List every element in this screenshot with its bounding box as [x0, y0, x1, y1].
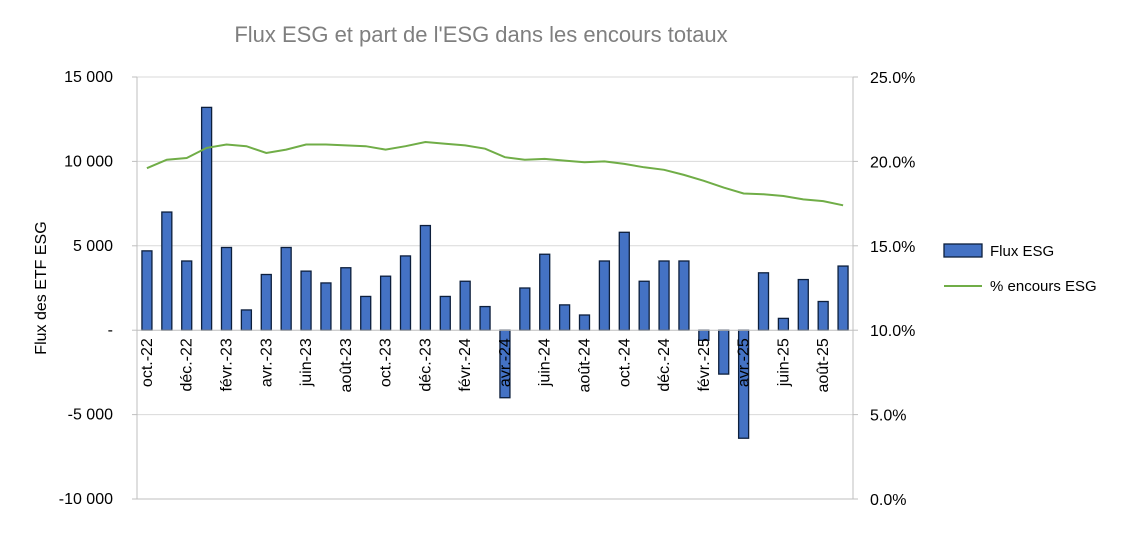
bar-flux-esg [578, 314, 591, 331]
bar-flux-esg [399, 255, 412, 331]
y2-axis-ticks: 25.0% 20.0% 15.0% 10.0% 5.0% 0.0% [870, 70, 915, 509]
x-tick-label: oct.-23 [378, 338, 395, 387]
x-tick-label: avr.-24 [497, 338, 514, 387]
bar-flux-esg [141, 250, 153, 331]
bar-flux-esg [797, 278, 809, 331]
bar-flux-esg [777, 317, 790, 331]
x-tick-label: oct.-24 [616, 338, 633, 387]
bar-flux-esg [340, 267, 352, 331]
x-tick-label: août-23 [338, 338, 355, 392]
x-tick-label: avr.-25 [736, 338, 753, 387]
y-tick-label: 15 000 [64, 69, 113, 86]
bar-flux-esg [558, 304, 571, 331]
bar-flux-esg [419, 224, 432, 331]
legend-label-encours-esg: % encours ESG [990, 278, 1097, 295]
bar-flux-esg [360, 295, 372, 331]
y-tick-label: - [108, 322, 113, 339]
x-tick-label: févr.-24 [457, 338, 474, 391]
y2-tick-label: 25.0% [870, 70, 915, 87]
bar-flux-esg [300, 270, 312, 331]
bar-flux-esg [240, 309, 253, 331]
x-tick-label: août-24 [577, 338, 594, 392]
x-tick-label: juin-23 [298, 338, 315, 387]
bar-flux-esg [837, 265, 849, 331]
bar-flux-esg [280, 246, 292, 331]
x-tick-label: avr.-23 [258, 338, 275, 387]
x-tick-label: févr.-25 [696, 338, 713, 391]
bar-flux-esg [817, 300, 829, 331]
bar-flux-esg [658, 260, 670, 331]
y2-tick-label: 0.0% [870, 492, 906, 509]
legend: Flux ESG % encours ESG [943, 243, 1097, 295]
y-tick-label: -10 000 [59, 491, 113, 508]
x-tick-label: févr.-23 [219, 338, 236, 391]
bar-flux-esg [439, 295, 451, 331]
bar-flux-esg [379, 275, 392, 331]
x-tick-label: juin-25 [775, 338, 792, 387]
x-tick-label: juin-24 [537, 338, 554, 387]
y2-tick-label: 5.0% [870, 408, 906, 425]
x-axis-ticks: oct.-22 déc.-22 févr.-23 avr.-23 juin-23 août… [139, 338, 832, 392]
bar-flux-esg [519, 287, 531, 331]
x-tick-label: août-25 [815, 338, 832, 392]
legend-label-flux-esg: Flux ESG [990, 243, 1054, 260]
bar-flux-esg [181, 260, 193, 331]
y-tick-label: -5 000 [68, 407, 113, 424]
y-tick-label: 10 000 [64, 153, 113, 170]
bar-flux-esg [539, 253, 551, 331]
bar-flux-esg [638, 280, 650, 331]
bar-flux-esg [678, 260, 690, 331]
axes [132, 76, 858, 500]
y2-tick-label: 15.0% [870, 239, 915, 256]
bar-series-flux-esg [141, 106, 849, 439]
x-tick-label: déc.-22 [179, 338, 196, 391]
chart-title: Flux ESG et part de l'ESG dans les encou… [234, 22, 727, 47]
x-tick-label: déc.-23 [417, 338, 434, 391]
bar-flux-esg [161, 211, 173, 331]
bar-flux-esg [459, 280, 471, 331]
line-series-encours-esg [146, 140, 844, 207]
bar-flux-esg [598, 260, 611, 331]
y-tick-label: 5 000 [73, 238, 113, 255]
bar-flux-esg [618, 231, 630, 331]
bar-flux-esg [479, 305, 491, 331]
legend-swatch-flux-esg [943, 243, 983, 258]
y-axis-label: Flux des ETF ESG [33, 221, 50, 354]
x-tick-label: oct.-22 [139, 338, 156, 387]
bar-flux-esg [757, 272, 770, 331]
bar-flux-esg [200, 106, 213, 331]
bar-flux-esg [260, 273, 272, 331]
bar-flux-esg [320, 282, 332, 331]
y-axis-ticks: 15 000 10 000 5 000 - -5 000 -10 000 [59, 69, 113, 508]
bar-flux-esg [718, 329, 730, 375]
line-encours-esg [146, 140, 844, 207]
x-tick-label: déc.-24 [656, 338, 673, 391]
y2-tick-label: 10.0% [870, 323, 915, 340]
y2-tick-label: 20.0% [870, 154, 915, 171]
bar-flux-esg [220, 246, 233, 331]
